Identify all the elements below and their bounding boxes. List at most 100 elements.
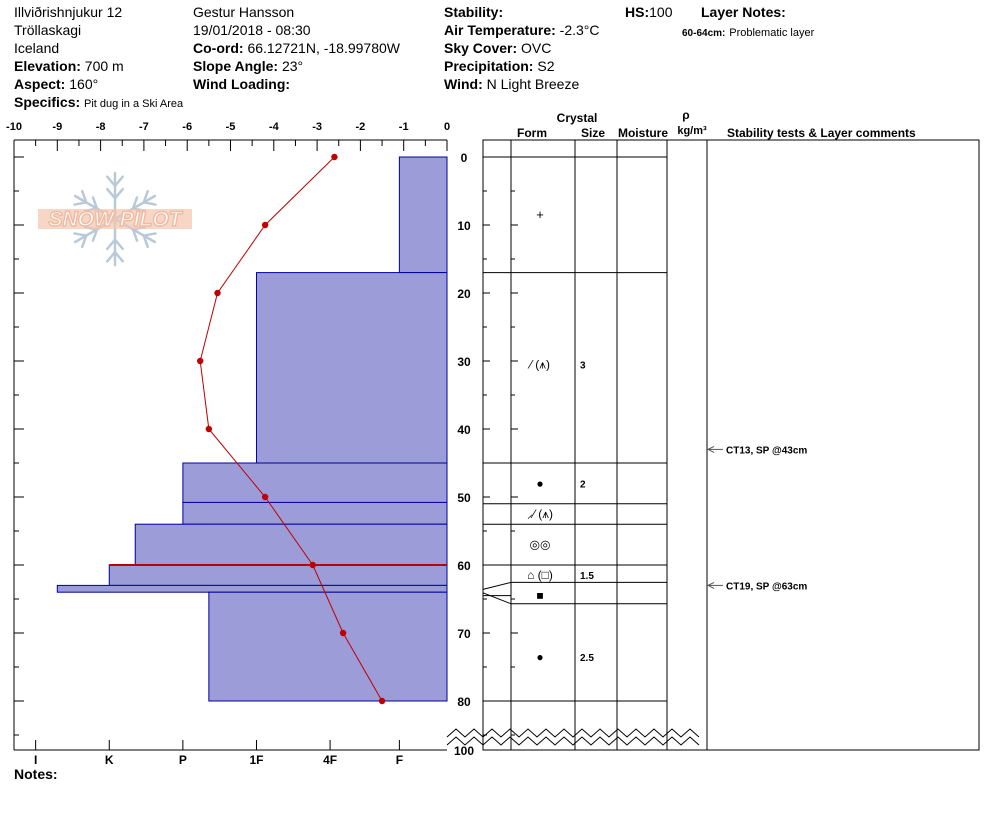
layer-note: 60-64cm: Problematic layer xyxy=(682,23,814,42)
temperature-tick-label: -8 xyxy=(96,121,106,133)
region-name: Tröllaskagi xyxy=(14,22,82,38)
snowflake-branch xyxy=(142,189,150,204)
hardness-layer-bar xyxy=(182,462,448,503)
temperature-point xyxy=(214,289,221,297)
hardness-tick-label: 1F xyxy=(249,753,263,767)
temperature-point xyxy=(378,697,386,705)
moisture-header: Moisture xyxy=(618,126,668,140)
temperature-tick-label: -2 xyxy=(356,121,366,133)
hardness-tick-label: I xyxy=(34,753,37,767)
temperature-points xyxy=(196,153,386,705)
sky-cover-value: OVC xyxy=(521,40,552,56)
air-temp-label: Air Temperature: xyxy=(444,22,556,38)
temperature-point xyxy=(205,425,213,433)
snowflake-branch xyxy=(106,187,117,200)
left-depth-ticks xyxy=(14,156,24,736)
size-header: Size xyxy=(581,126,605,140)
stability-header: Stability tests & Layer comments xyxy=(727,126,916,140)
snowflake-branch xyxy=(106,238,117,251)
hardness-tick-label: 4F xyxy=(323,753,337,767)
layer-boundary xyxy=(482,592,667,605)
crystal-form: ⁄ (⩚) xyxy=(527,357,550,371)
elevation-field: Elevation: 700 m xyxy=(14,58,124,74)
crystal-cells: + ⁄ (⩚) 3 ● 2 ⸝⁄ (⩚) ◎◎ ⌂ (□) 1.5 ■ ● 2.5 xyxy=(527,207,594,664)
logo-banner xyxy=(38,209,192,229)
crystal-form: ◎◎ xyxy=(530,538,551,552)
temperature-tick-label: -7 xyxy=(139,121,149,133)
crystal-form: ● xyxy=(536,476,543,490)
depth-tick-label: 40 xyxy=(457,423,471,437)
crystal-form: ■ xyxy=(536,589,543,603)
hs-value: 100 xyxy=(649,4,673,20)
density-symbol: ρ xyxy=(682,108,689,122)
break-zigzag xyxy=(446,736,700,746)
observation-datetime: 19/01/2018 - 08:30 xyxy=(193,22,311,38)
snowflake-branch xyxy=(142,201,157,206)
layer-boundary-lines xyxy=(482,156,667,702)
precipitation-value: S2 xyxy=(537,58,555,74)
hs-label: HS: xyxy=(625,4,650,20)
temperature-point xyxy=(261,221,269,229)
temperature-point xyxy=(339,629,347,637)
depth-tick-label: 10 xyxy=(457,219,471,233)
air-temp-value: -2.3°C xyxy=(559,22,600,38)
snowflake-branch xyxy=(131,228,139,242)
depth-tick-label: 70 xyxy=(457,627,471,641)
temperature-point xyxy=(309,561,316,569)
crystal-form: ⸝⁄ (⩚) xyxy=(527,507,553,521)
country-name: Iceland xyxy=(14,40,60,56)
logo-text: SNOW PILOT xyxy=(49,208,184,231)
crystal-form: ● xyxy=(536,650,543,664)
temperature-tick-label: -5 xyxy=(226,121,236,133)
stability-label: Stability: xyxy=(444,4,504,20)
snowflake-branch xyxy=(142,232,157,237)
wind-label: Wind: xyxy=(444,76,483,92)
snowflake-branch xyxy=(80,234,88,249)
snowflake-branch xyxy=(73,201,88,206)
temperature-tick-label: 0 xyxy=(444,121,450,133)
notes-label: Notes: xyxy=(14,766,58,782)
snowflake-branch xyxy=(106,175,117,188)
hardness-axis: I K P 1F 4F F xyxy=(34,740,403,767)
coord-label: Co-ord: xyxy=(193,40,244,56)
snowflake-branch xyxy=(113,175,124,188)
wind-field: Wind: N Light Breeze xyxy=(444,76,579,92)
air-temp-field: Air Temperature: -2.3°C xyxy=(444,22,600,38)
wind-value: N Light Breeze xyxy=(486,76,580,92)
snowflake-branch xyxy=(113,238,124,251)
coord-field: Co-ord: 66.12721N, -18.99780W xyxy=(193,40,400,56)
snowflake-branch xyxy=(80,189,88,204)
depth-break-marks xyxy=(446,728,700,746)
snowpilot-logo: SNOW PILOT xyxy=(38,171,192,267)
depth-tick-label: 20 xyxy=(457,287,471,301)
depth-axis: 0 10 20 30 40 50 60 70 80 100 xyxy=(454,151,474,758)
depth-tick-label: 50 xyxy=(457,491,471,505)
stability-tests: CT13, SP @43cm CT19, SP @63cm xyxy=(706,445,807,592)
hardness-tick-label: P xyxy=(179,753,187,767)
break-zigzag xyxy=(446,728,700,738)
temperature-axis: -10 -9 -8 -7 -6 -5 -4 -3 -2 -1 0 xyxy=(6,121,450,151)
snowflake-branch xyxy=(113,250,124,263)
temperature-tick-label: -3 xyxy=(312,121,322,133)
sky-cover-field: Sky Cover: OVC xyxy=(444,40,551,56)
hardness-tick-label: K xyxy=(105,753,114,767)
temperature-point xyxy=(261,493,269,501)
layer-notes-label: Layer Notes: xyxy=(701,4,786,20)
aspect-label: Aspect: xyxy=(14,76,66,92)
layer-boundary xyxy=(482,581,667,590)
depth-tick-label: 30 xyxy=(457,355,471,369)
hardness-layer-bar xyxy=(398,156,448,274)
hardness-tick-label: F xyxy=(396,753,403,767)
hs-field: HS:100 xyxy=(625,4,672,20)
snowflake-branch xyxy=(142,234,150,249)
stability-test-label: CT13, SP @43cm xyxy=(726,445,807,456)
crystal-table: Crystal Form Size Moisture ρ kg/m³ Stabi… xyxy=(446,108,980,751)
location-name: Illviðrishnjukur 12 xyxy=(14,4,123,20)
hardness-layers xyxy=(56,156,448,702)
hardness-layer-bar xyxy=(56,584,448,593)
temperature-point xyxy=(196,357,204,365)
elevation-label: Elevation: xyxy=(14,58,81,74)
specifics-label: Specifics: xyxy=(14,94,81,110)
depth-tick-label: 60 xyxy=(457,559,471,573)
